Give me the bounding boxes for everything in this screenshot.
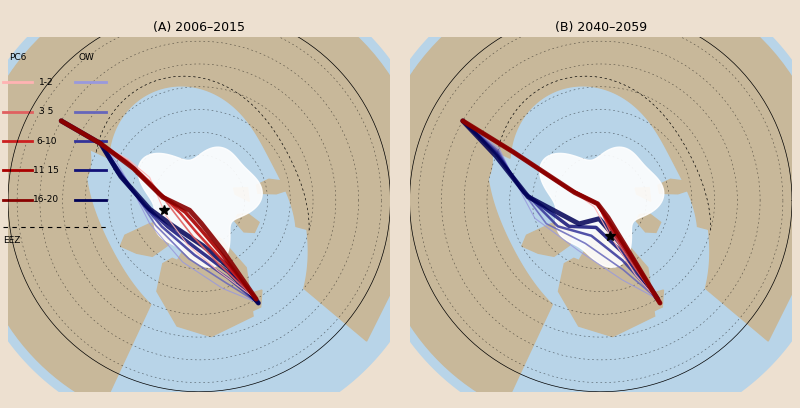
Polygon shape	[157, 228, 253, 337]
Polygon shape	[304, 225, 412, 341]
Polygon shape	[364, 0, 800, 408]
Polygon shape	[0, 70, 90, 220]
Polygon shape	[120, 220, 174, 256]
Title: (A) 2006–2015: (A) 2006–2015	[154, 21, 246, 34]
Title: (B) 2040–2059: (B) 2040–2059	[554, 21, 647, 34]
Polygon shape	[138, 147, 262, 267]
Polygon shape	[558, 228, 654, 337]
Polygon shape	[374, 70, 492, 220]
Polygon shape	[224, 290, 262, 316]
Polygon shape	[540, 147, 664, 267]
Polygon shape	[234, 188, 250, 202]
Polygon shape	[394, 0, 800, 259]
Polygon shape	[522, 220, 575, 256]
Polygon shape	[256, 179, 290, 194]
Polygon shape	[0, 0, 427, 259]
Polygon shape	[373, 104, 552, 407]
Polygon shape	[0, 0, 436, 408]
Polygon shape	[706, 225, 800, 341]
Polygon shape	[234, 213, 259, 233]
Polygon shape	[658, 179, 691, 194]
Polygon shape	[635, 188, 651, 202]
Polygon shape	[626, 290, 663, 316]
Polygon shape	[636, 213, 661, 233]
Polygon shape	[0, 104, 150, 407]
